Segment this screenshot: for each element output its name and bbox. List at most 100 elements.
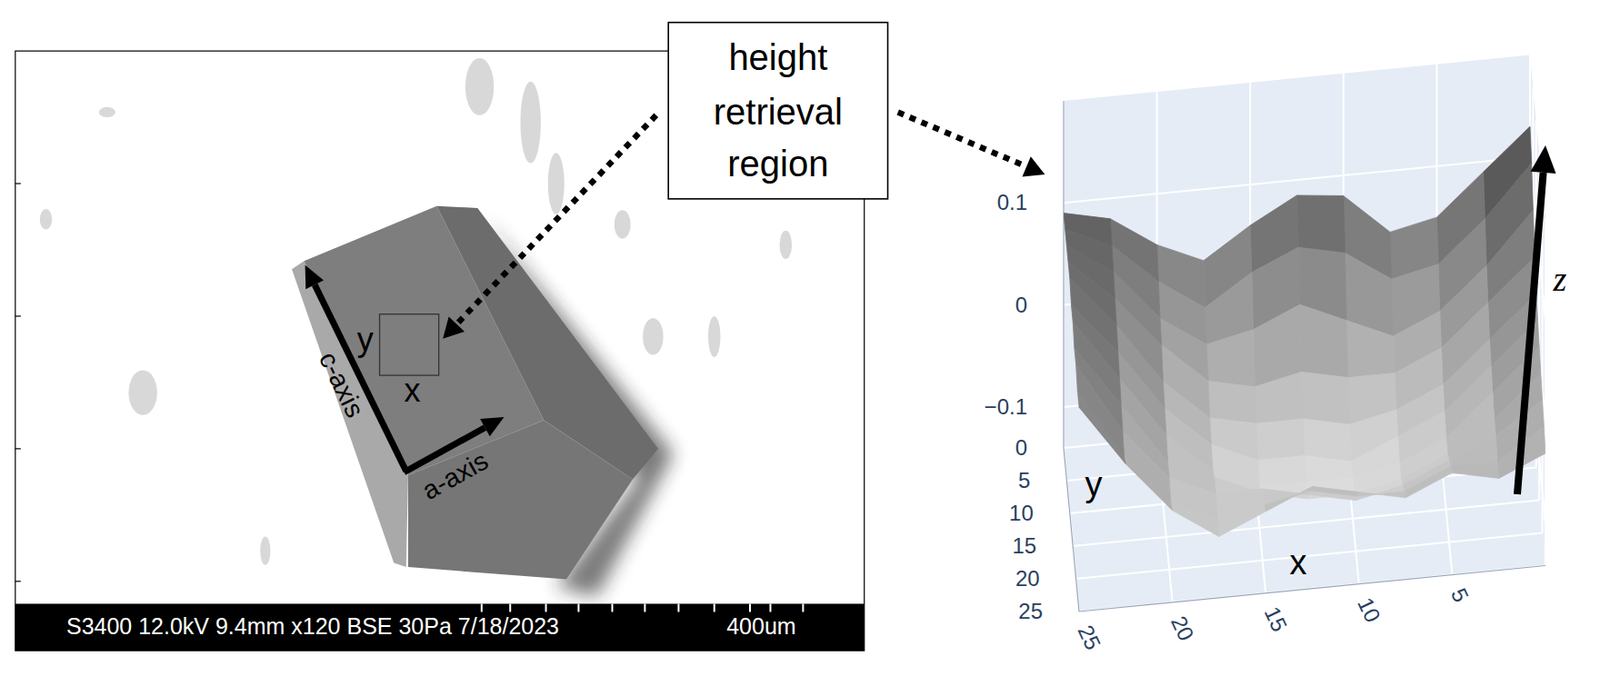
z-tick-label: 0.1 — [997, 190, 1028, 215]
scale-bar-tick — [545, 603, 548, 612]
z-tick-label: −0.1 — [984, 394, 1028, 420]
tick-labels: 5101520250510152025−0.100.1 — [984, 190, 1474, 654]
background-speck — [614, 210, 631, 239]
c-axis-label: c-axis — [313, 347, 370, 422]
surface-cell — [1357, 491, 1406, 499]
background-speck — [99, 107, 116, 118]
a-axis-label: a-axis — [417, 446, 493, 506]
grid-line — [1063, 448, 1080, 612]
back-wall — [1063, 55, 1530, 450]
scale-bar-tick — [610, 603, 613, 612]
callout-text: region — [727, 143, 829, 184]
x-axis-line — [1079, 566, 1546, 613]
grid-line — [1079, 566, 1546, 613]
grid — [1063, 55, 1546, 613]
info-bar — [15, 603, 865, 651]
x-tick-label: 20 — [1166, 612, 1200, 646]
scale-bar-tick — [801, 603, 804, 612]
background-speck — [128, 370, 157, 415]
y-tick-label: 25 — [1018, 599, 1043, 624]
a-axis-arrow-head — [480, 417, 504, 437]
surface-cell — [1206, 330, 1255, 388]
surface-cell — [1124, 458, 1173, 511]
callout: height retrieval region — [442, 22, 1045, 340]
surface-cell — [1346, 320, 1395, 379]
info-bar-text: S3400 12.0kV 9.4mm x120 BSE 30Pa 7/18/20… — [66, 613, 560, 640]
surface-cell — [1217, 505, 1266, 537]
callout-arrow-right — [898, 111, 1046, 177]
surface-cell — [1300, 304, 1349, 378]
c-axis-arrow — [305, 265, 407, 472]
scale-bar-tick — [713, 603, 716, 612]
callout-arrow-right-shaft — [898, 111, 1027, 167]
y-tick-label: 20 — [1015, 566, 1040, 591]
z-axis-line — [1062, 100, 1064, 449]
surface-cell — [1264, 486, 1313, 512]
callout-text: height — [728, 37, 828, 78]
background-speck — [548, 152, 565, 214]
crystal-end-face — [408, 420, 633, 580]
surface-cell — [1297, 195, 1346, 254]
x-tick-label: 25 — [1072, 621, 1106, 655]
background-speck — [520, 81, 540, 164]
z-axis-arrow-shaft — [1517, 172, 1544, 495]
surface-cell — [1256, 419, 1305, 461]
figure: c-axisa-axisyxS3400 12.0kV 9.4mm x120 BS… — [0, 0, 1600, 696]
callout-arrow-left-shaft — [456, 115, 656, 325]
region-x-label: x — [403, 371, 420, 410]
surface-cell — [1310, 486, 1360, 497]
frame-tick — [15, 182, 21, 184]
scale-bar-tick — [577, 603, 580, 612]
y-tick-label: 10 — [1009, 500, 1034, 526]
surface-cell — [1302, 419, 1351, 462]
surface-cell — [1449, 435, 1498, 467]
y-tick-label: 0 — [1015, 435, 1028, 460]
frame-tick — [15, 580, 21, 582]
scale-bar-tick — [480, 603, 483, 612]
x-tick-label: 5 — [1446, 584, 1474, 607]
surface — [1063, 126, 1546, 537]
y-tick-label: 15 — [1011, 533, 1037, 559]
scale-bar-tick — [677, 603, 680, 612]
background-speck — [708, 316, 720, 358]
background-speck — [260, 536, 270, 565]
surface-cell — [1208, 380, 1257, 424]
surface-cell — [1077, 390, 1126, 464]
c-axis-arrow-head — [305, 265, 324, 290]
region-box — [380, 314, 440, 376]
frame-tick — [15, 448, 21, 450]
scale-bar-tick — [643, 603, 646, 612]
scale-bar-label: 400um — [726, 613, 796, 640]
z-axis-arrow — [1517, 145, 1557, 495]
frame-tick — [15, 315, 21, 317]
callout-text: retrieval — [713, 91, 843, 132]
scale-bar-tick — [769, 603, 771, 612]
surface-cell — [1258, 456, 1307, 488]
y-axis-title: y — [1085, 465, 1103, 504]
grid-line — [1062, 100, 1065, 449]
scale-bar-tick — [749, 603, 751, 612]
axis-lines — [1063, 100, 1546, 612]
z-axis-title: z — [1552, 260, 1568, 299]
callout-arrow-left-head — [442, 316, 465, 339]
scale-bar-tick — [509, 603, 511, 612]
y-axis-line — [1063, 448, 1080, 612]
surface-cell — [1301, 371, 1350, 425]
surface-cell — [1403, 466, 1452, 498]
x-axis-title: x — [1290, 543, 1308, 582]
x-tick-label: 10 — [1352, 593, 1386, 627]
background-speck — [465, 58, 494, 116]
surface-cell — [1170, 504, 1220, 537]
axis-titles: y x z — [1085, 145, 1568, 582]
region-y-label: y — [357, 320, 374, 359]
background-speck — [642, 318, 663, 355]
background-speck — [40, 209, 52, 230]
surface-cell — [1450, 461, 1500, 479]
callout-arrow-left — [442, 115, 657, 340]
x-tick-label: 15 — [1260, 603, 1293, 637]
callout-box — [668, 22, 888, 200]
background-speck — [780, 230, 792, 260]
walls — [1063, 55, 1546, 613]
surface-plot — [1063, 55, 1546, 613]
surface-cell — [1254, 371, 1303, 424]
